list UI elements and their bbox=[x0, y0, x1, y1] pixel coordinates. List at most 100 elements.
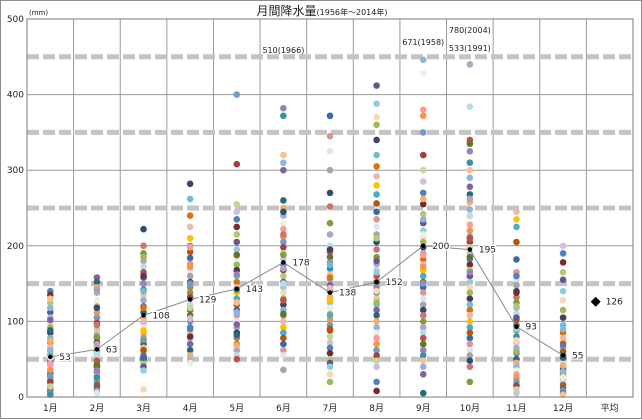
data-point bbox=[280, 324, 287, 331]
data-point bbox=[466, 334, 474, 342]
data-point bbox=[373, 234, 380, 242]
data-point bbox=[466, 346, 474, 354]
mean-value-label: 129 bbox=[199, 295, 216, 305]
mean-value-label: 55 bbox=[572, 351, 583, 361]
data-point bbox=[326, 148, 334, 155]
data-point bbox=[186, 248, 194, 256]
data-point bbox=[466, 261, 474, 269]
data-point bbox=[93, 349, 101, 357]
outlier-annotation: 780(2004) bbox=[449, 26, 491, 35]
x-tick-label: 5月 bbox=[229, 403, 244, 414]
data-point bbox=[280, 366, 287, 374]
data-point bbox=[513, 223, 520, 231]
data-point bbox=[513, 272, 520, 280]
data-point bbox=[373, 257, 380, 265]
data-point bbox=[513, 337, 520, 344]
data-point bbox=[233, 223, 241, 231]
data-point bbox=[233, 208, 241, 216]
data-point bbox=[373, 378, 380, 386]
data-point bbox=[466, 234, 474, 242]
data-point bbox=[47, 309, 54, 316]
mean-marker bbox=[374, 279, 379, 285]
data-point bbox=[93, 286, 101, 293]
data-point bbox=[559, 250, 567, 257]
data-point bbox=[326, 371, 334, 378]
data-point bbox=[373, 334, 380, 342]
data-point bbox=[280, 346, 287, 354]
data-point bbox=[186, 234, 194, 242]
data-point bbox=[47, 372, 54, 380]
chart-title: 月間降水量(1956年～2014年) bbox=[257, 4, 388, 18]
data-point bbox=[559, 374, 567, 381]
data-point bbox=[93, 278, 101, 286]
data-point bbox=[93, 274, 101, 281]
data-point bbox=[186, 304, 194, 312]
data-point bbox=[559, 325, 567, 333]
data-point bbox=[373, 113, 380, 121]
data-point bbox=[419, 70, 427, 77]
data-point bbox=[466, 306, 474, 314]
data-point bbox=[326, 325, 334, 333]
data-point bbox=[419, 256, 427, 263]
data-point bbox=[466, 340, 474, 348]
data-point bbox=[233, 346, 241, 354]
data-point bbox=[466, 324, 474, 331]
data-point bbox=[419, 56, 427, 64]
annual-mean-marker bbox=[590, 296, 601, 307]
data-point bbox=[419, 112, 427, 120]
data-point bbox=[140, 367, 147, 374]
data-point bbox=[326, 246, 334, 253]
data-point bbox=[559, 306, 567, 314]
data-point bbox=[373, 318, 380, 325]
data-point bbox=[466, 183, 474, 191]
data-point bbox=[326, 312, 334, 319]
data-point bbox=[373, 163, 380, 170]
y-tick-label: 500 bbox=[7, 15, 24, 25]
data-point bbox=[419, 318, 427, 325]
data-point bbox=[373, 363, 380, 371]
y-tick-label: 100 bbox=[7, 317, 24, 327]
data-point bbox=[466, 227, 474, 234]
data-point bbox=[419, 151, 427, 159]
x-tick-label: 9月 bbox=[416, 403, 431, 414]
mean-marker bbox=[187, 297, 193, 302]
data-point bbox=[140, 272, 147, 280]
data-point bbox=[280, 112, 287, 120]
data-point bbox=[466, 329, 474, 337]
data-point bbox=[233, 271, 241, 278]
data-point bbox=[140, 253, 147, 261]
data-point bbox=[466, 278, 474, 286]
data-point bbox=[47, 337, 54, 345]
data-point bbox=[419, 340, 427, 348]
data-point bbox=[373, 340, 380, 348]
data-point bbox=[373, 223, 380, 231]
data-point bbox=[93, 340, 101, 348]
data-point bbox=[373, 346, 380, 354]
data-point bbox=[326, 378, 334, 386]
data-point bbox=[326, 344, 334, 352]
data-point bbox=[280, 289, 287, 296]
data-point bbox=[140, 386, 147, 393]
data-point bbox=[419, 210, 427, 218]
x-tick-label: 3月 bbox=[136, 403, 151, 414]
mean-value-label: 143 bbox=[246, 285, 263, 295]
data-point bbox=[559, 361, 567, 369]
data-point bbox=[186, 280, 194, 287]
data-point bbox=[93, 321, 101, 329]
data-point bbox=[186, 346, 194, 354]
data-point bbox=[140, 318, 147, 325]
data-point bbox=[233, 261, 241, 269]
data-point bbox=[93, 309, 101, 316]
data-point bbox=[326, 296, 334, 304]
data-point bbox=[186, 272, 194, 280]
data-point bbox=[373, 82, 380, 89]
data-point bbox=[326, 363, 334, 371]
data-point bbox=[233, 342, 241, 349]
data-point bbox=[513, 256, 520, 263]
x-tick-label: 1月 bbox=[43, 403, 58, 414]
data-point bbox=[373, 200, 380, 207]
mean-marker bbox=[420, 243, 426, 249]
data-point bbox=[373, 191, 380, 198]
data-point bbox=[93, 333, 101, 340]
